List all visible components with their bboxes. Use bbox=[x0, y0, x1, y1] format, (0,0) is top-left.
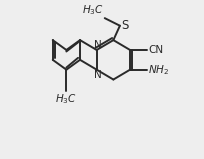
Text: $H_3C$: $H_3C$ bbox=[82, 3, 104, 17]
Text: CN: CN bbox=[148, 45, 163, 55]
Text: N: N bbox=[94, 70, 102, 80]
Text: S: S bbox=[122, 19, 129, 32]
Text: $H_3C$: $H_3C$ bbox=[55, 92, 77, 106]
Text: N: N bbox=[94, 40, 102, 50]
Text: $NH_2$: $NH_2$ bbox=[148, 63, 170, 77]
